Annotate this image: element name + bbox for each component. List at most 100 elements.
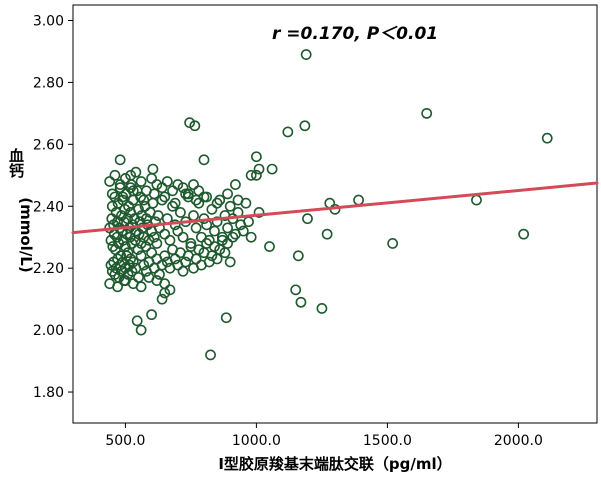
data-point [121, 228, 133, 240]
data-point [147, 163, 159, 175]
data-point [222, 222, 233, 234]
data-point [152, 210, 164, 221]
data-point [117, 191, 129, 203]
x-axis-ticks: 500.0 1000.0 1500.0 2000.0 [105, 423, 543, 449]
data-point [316, 303, 328, 314]
data-point [114, 154, 126, 166]
data-point [250, 151, 262, 163]
data-point [190, 194, 202, 206]
data-point [127, 256, 139, 268]
y-tick-label: 2.40 [33, 199, 64, 215]
data-point [321, 228, 333, 240]
data-point [177, 182, 189, 194]
data-point [130, 166, 142, 178]
x-tick-label: 2000.0 [494, 433, 543, 449]
data-point [232, 194, 244, 206]
data-point [106, 188, 118, 200]
data-point [104, 176, 116, 187]
data-point [180, 256, 192, 268]
regression-line [71, 181, 599, 235]
data-point [127, 185, 139, 197]
correlation-annotation: r =0.170, P＜0.01 [272, 24, 438, 44]
data-point [135, 191, 146, 203]
data-point [245, 169, 257, 181]
data-point [518, 228, 530, 240]
data-point [250, 169, 262, 181]
data-point [282, 126, 294, 138]
data-point [159, 250, 171, 262]
data-point [216, 231, 228, 243]
data-point [237, 225, 249, 237]
y-tick-label: 1.80 [33, 385, 64, 401]
data-point [266, 163, 278, 175]
data-point [220, 312, 232, 324]
data-point [135, 281, 147, 293]
data-point [112, 253, 123, 265]
data-point [172, 179, 184, 190]
data-point [253, 207, 265, 218]
data-point [214, 194, 226, 206]
data-point [159, 287, 171, 299]
data-point [138, 259, 150, 271]
data-point [148, 231, 160, 243]
data-point [172, 225, 184, 237]
data-point [185, 238, 197, 249]
data-point [116, 210, 127, 221]
data-point [112, 281, 123, 293]
data-point [245, 231, 257, 243]
data-point [300, 49, 312, 60]
data-point [188, 179, 199, 190]
data-point [193, 197, 205, 209]
x-axis-title: I型胶原羧基末端肽交联（pg/ml） [218, 455, 451, 473]
data-point [140, 241, 152, 252]
data-point [230, 179, 241, 190]
data-point [159, 191, 171, 203]
data-point [167, 200, 178, 212]
data-point [175, 207, 186, 218]
data-point [299, 120, 311, 132]
data-point [198, 154, 210, 166]
data-point [264, 241, 275, 252]
data-point [222, 238, 233, 249]
data-point [201, 191, 213, 203]
data-point [135, 324, 147, 336]
data-point [203, 234, 215, 246]
data-point [164, 284, 176, 296]
data-point [295, 296, 307, 308]
data-point [120, 172, 131, 184]
y-tick-label: 2.00 [33, 323, 64, 339]
data-point [421, 107, 433, 119]
data-point [125, 169, 137, 181]
data-point [190, 222, 202, 234]
data-point [205, 349, 216, 361]
data-point [109, 169, 121, 181]
data-point [129, 213, 140, 225]
data-point [159, 228, 171, 240]
data-point [180, 188, 192, 200]
data-point [156, 293, 168, 305]
data-point [211, 216, 223, 228]
data-point [146, 309, 157, 321]
data-point [189, 120, 201, 132]
data-point [216, 234, 228, 246]
data-point [131, 315, 143, 327]
data-point [156, 194, 168, 206]
data-point [211, 197, 223, 209]
x-tick-label: 1000.0 [232, 433, 281, 449]
x-tick-label: 1500.0 [363, 433, 412, 449]
data-point [193, 244, 205, 256]
data-point [222, 188, 233, 200]
data-point [302, 213, 313, 225]
data-point [167, 185, 178, 197]
data-point [290, 284, 302, 296]
data-point [177, 231, 189, 243]
data-point [151, 238, 163, 249]
data-point [146, 247, 157, 259]
data-point [125, 182, 137, 194]
y-tick-label: 2.80 [33, 75, 64, 91]
data-point [125, 253, 137, 265]
y-axis-unit: (mmol/L) [17, 197, 35, 272]
data-point [169, 253, 181, 265]
y-tick-label: 2.20 [33, 261, 64, 277]
